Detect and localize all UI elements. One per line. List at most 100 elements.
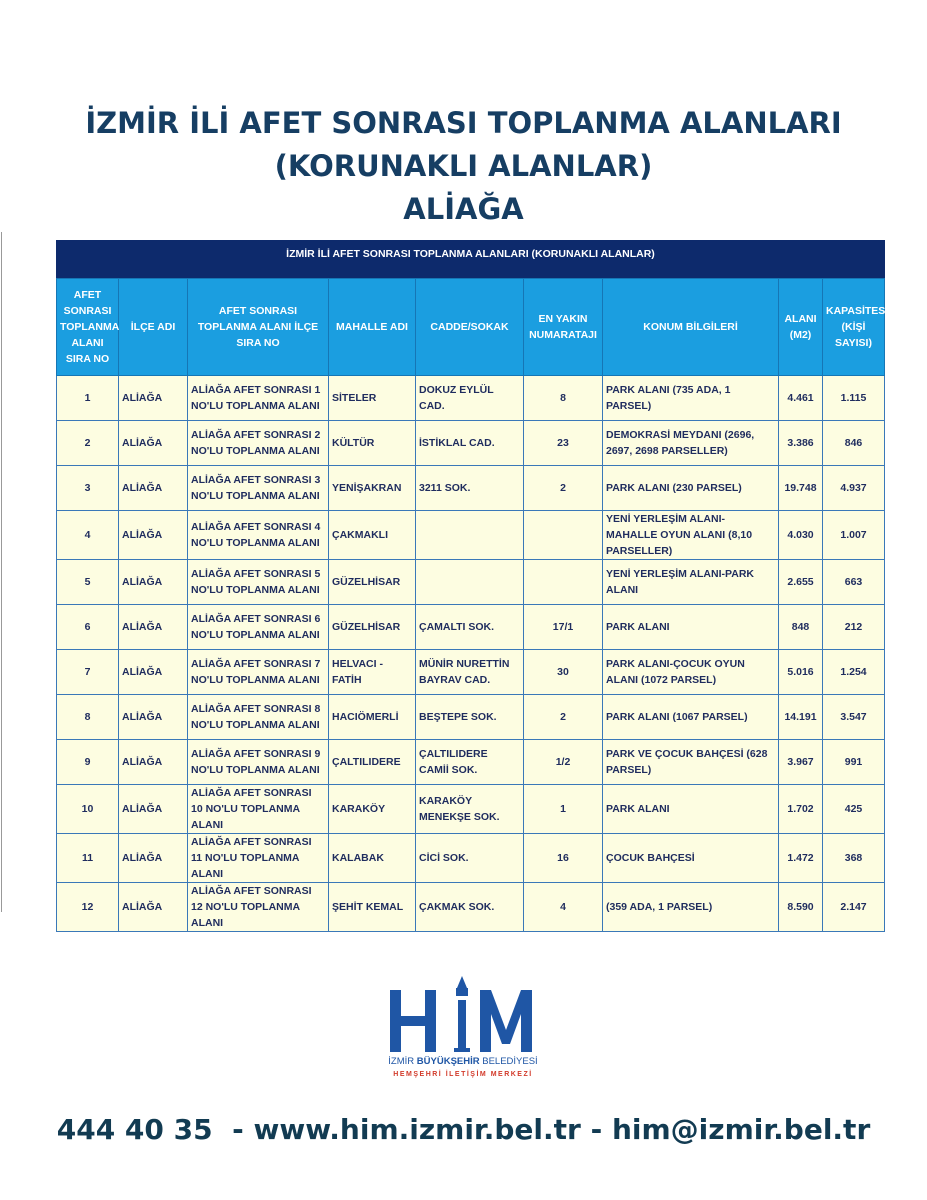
column-header: KAPASİTESİ (KİŞİ SAYISI)	[822, 278, 888, 376]
logo: İZMİR BÜYÜKŞEHİR BELEDİYESİ HEMŞEHRİ İLE…	[388, 976, 538, 1078]
table-row: 5 ALİAĞA ALİAĞA AFET SONRASI 5 NO'LU TOPLA…	[56, 559, 885, 605]
table-row: 3 ALİAĞA ALİAĞA AFET SONRASI 3 NO'LU TOPLA…	[56, 465, 885, 511]
table-cell: 8	[56, 694, 119, 740]
table-row: 8 ALİAĞA ALİAĞA AFET SONRASI 8 NO'LU TOPLA…	[56, 694, 885, 740]
logo-line: İZMİR BÜYÜKŞEHİR BELEDİYESİ	[388, 1056, 537, 1067]
table-cell: 19.748	[778, 465, 823, 511]
table-cell: ALİAĞA	[118, 604, 188, 650]
table-cell: 23	[523, 420, 603, 466]
table-cell: PARK ALANI (735 ADA, 1 PARSEL)	[602, 375, 779, 421]
table-cell: KARAKÖY MENEKŞE SOK.	[415, 784, 524, 834]
table-cell	[415, 510, 524, 560]
header-row: AFET SONRASI TOPLANMA ALANI SIRA NO İLÇE …	[56, 278, 888, 376]
table-cell: ALİAĞA	[118, 649, 188, 695]
table-cell: MÜNİR NURETTİN BAYRAV CAD.	[415, 649, 524, 695]
table-cell: 1.472	[778, 833, 823, 883]
table-row: 9 ALİAĞA ALİAĞA AFET SONRASI 9 NO'LU TOPLA…	[56, 739, 885, 785]
table-cell: 425	[822, 784, 885, 834]
table-cell: ALİAĞA AFET SONRASI 11 NO'LU TOPLANMA AL…	[187, 833, 329, 883]
table-row: 12 ALİAĞA ALİAĞA AFET SONRASI 12 NO'LU TOP…	[56, 882, 885, 932]
table-cell: 4	[523, 882, 603, 932]
table-cell: 848	[778, 604, 823, 650]
table-cell: GÜZELHİSAR	[328, 559, 416, 605]
logo-line: HEMŞEHRİ İLETİŞİM MERKEZİ	[393, 1070, 532, 1078]
table-cell: 1	[523, 784, 603, 834]
table-cell: İSTİKLAL CAD.	[415, 420, 524, 466]
title: İZMİR İLİ AFET SONRASI TOPLANMA ALANLARI…	[0, 102, 927, 231]
table-cell: CİCİ SOK.	[415, 833, 524, 883]
table-cell: ALİAĞA	[118, 694, 188, 740]
table-cell: ALİAĞA	[118, 559, 188, 605]
table-cell: 5.016	[778, 649, 823, 695]
table-cell: ALİAĞA AFET SONRASI 9 NO'LU TOPLANMA ALA…	[187, 739, 329, 785]
table-cell: 4.030	[778, 510, 823, 560]
table-cell: ALİAĞA AFET SONRASI 1 NO'LU TOPLANMA ALA…	[187, 375, 329, 421]
table-cell: ALİAĞA AFET SONRASI 2 NO'LU TOPLANMA ALA…	[187, 420, 329, 466]
table-cell: ALİAĞA	[118, 739, 188, 785]
table-cell: 3.967	[778, 739, 823, 785]
table-cell: 3	[56, 465, 119, 511]
title-line: İZMİR İLİ AFET SONRASI TOPLANMA ALANLARI	[85, 106, 842, 140]
table-cell: 1	[56, 375, 119, 421]
table-cell: 30	[523, 649, 603, 695]
table-cell: 7	[56, 649, 119, 695]
column-header: AFET SONRASI TOPLANMA ALANI İLÇE SIRA NO	[187, 278, 329, 376]
table-cell: 9	[56, 739, 119, 785]
table-cell: 4	[56, 510, 119, 560]
table-cell: 1/2	[523, 739, 603, 785]
table-cell: 1.007	[822, 510, 885, 560]
table-cell: ALİAĞA	[118, 784, 188, 834]
table-row: 1 ALİAĞA ALİAĞA AFET SONRASI 1 NO'LU TOPLA…	[56, 375, 885, 421]
table-cell: 3211 SOK.	[415, 465, 524, 511]
table-cell: ALİAĞA AFET SONRASI 6 NO'LU TOPLANMA ALA…	[187, 604, 329, 650]
table-cell: BEŞTEPE SOK.	[415, 694, 524, 740]
table-cell: 212	[822, 604, 885, 650]
logo-word: BELEDİYESİ	[482, 1056, 537, 1067]
table-cell: 10	[56, 784, 119, 834]
table-caption: İZMİR İLİ AFET SONRASI TOPLANMA ALANLARI…	[56, 240, 885, 278]
table-cell: HELVACI - FATİH	[328, 649, 416, 695]
column-header: İLÇE ADI	[118, 278, 188, 376]
column-header: EN YAKIN NUMARATAJI	[523, 278, 603, 376]
table-cell: ÇAMALTI SOK.	[415, 604, 524, 650]
table-cell: ALİAĞA AFET SONRASI 8 NO'LU TOPLANMA ALA…	[187, 694, 329, 740]
table-cell: ŞEHİT KEMAL	[328, 882, 416, 932]
table-row: 7 ALİAĞA ALİAĞA AFET SONRASI 7 NO'LU TOPLA…	[56, 649, 885, 695]
column-header: CADDE/SOKAK	[415, 278, 524, 376]
logo-word: BÜYÜKŞEHİR	[417, 1056, 480, 1067]
table-cell: 11	[56, 833, 119, 883]
table-cell: DOKUZ EYLÜL CAD.	[415, 375, 524, 421]
table-cell: YENİŞAKRAN	[328, 465, 416, 511]
table-row: 6 ALİAĞA ALİAĞA AFET SONRASI 6 NO'LU TOPLA…	[56, 604, 885, 650]
table-cell: 16	[523, 833, 603, 883]
column-header: MAHALLE ADI	[328, 278, 416, 376]
table-cell: 846	[822, 420, 885, 466]
table-cell: 4.937	[822, 465, 885, 511]
table-cell: ÇOCUK BAHÇESİ	[602, 833, 779, 883]
table-cell: ÇALTILIDERE CAMİİ SOK.	[415, 739, 524, 785]
table-cell: ALİAĞA AFET SONRASI 12 NO'LU TOPLANMA AL…	[187, 882, 329, 932]
table-cell: HACIÖMERLİ	[328, 694, 416, 740]
title-line: ALİAĞA	[403, 192, 524, 226]
table-cell: PARK ALANI	[602, 604, 779, 650]
table-cell: 2	[56, 420, 119, 466]
edge-line	[1, 232, 2, 912]
table-cell: 3.547	[822, 694, 885, 740]
table-cell: 368	[822, 833, 885, 883]
logo-mark	[390, 976, 532, 1052]
table-cell: 2	[523, 465, 603, 511]
table-cell: ALİAĞA AFET SONRASI 7 NO'LU TOPLANMA ALA…	[187, 649, 329, 695]
table-cell: 5	[56, 559, 119, 605]
column-header: KONUM BİLGİLERİ	[602, 278, 779, 376]
table-cell	[523, 510, 603, 560]
table-cell: 1.115	[822, 375, 885, 421]
footer-contact: 444 40 35 - www.him.izmir.bel.tr - him@i…	[56, 1113, 871, 1146]
table-cell: SİTELER	[328, 375, 416, 421]
table-cell: ÇAKMAK SOK.	[415, 882, 524, 932]
table-cell: 1.702	[778, 784, 823, 834]
table-cell: PARK ALANI (1067 PARSEL)	[602, 694, 779, 740]
table-cell: (359 ADA, 1 PARSEL)	[602, 882, 779, 932]
table-cell: YENİ YERLEŞİM ALANI-PARK ALANI	[602, 559, 779, 605]
table-cell: 663	[822, 559, 885, 605]
table-cell: PARK VE ÇOCUK BAHÇESİ (628 PARSEL)	[602, 739, 779, 785]
